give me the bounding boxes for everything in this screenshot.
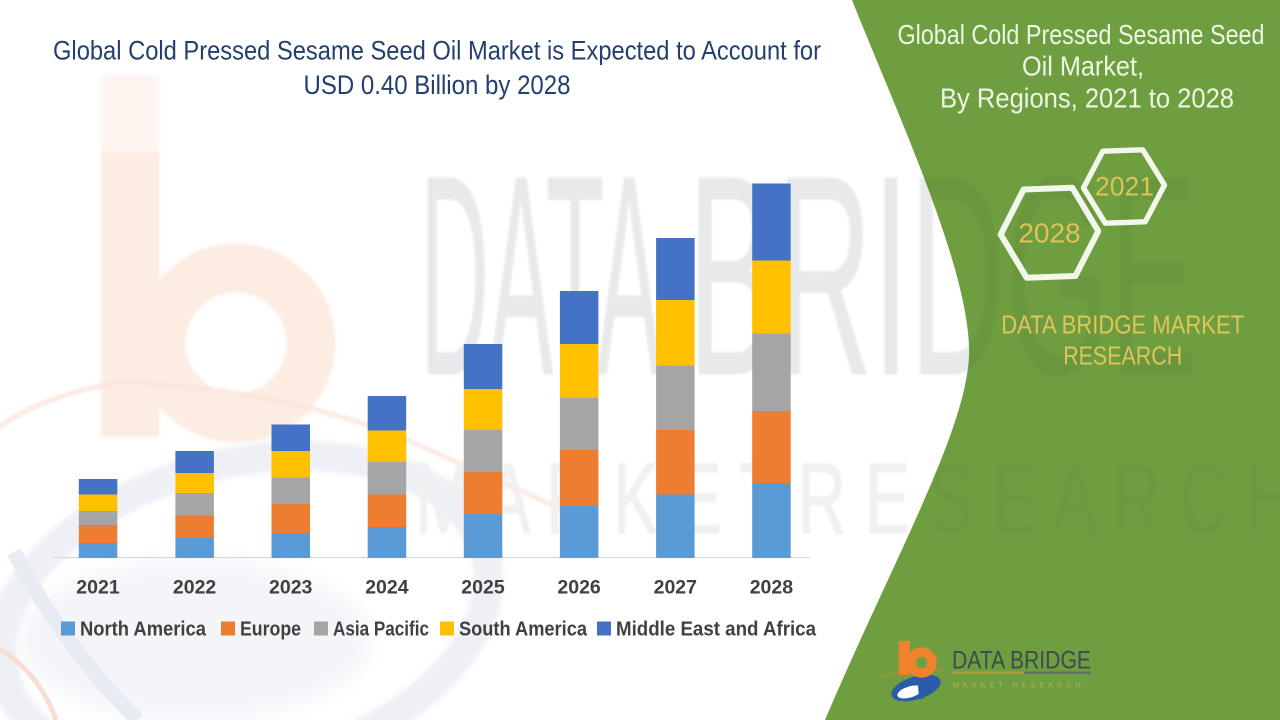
svg-text:MARKET RESEARCH: MARKET RESEARCH	[953, 681, 1085, 690]
svg-text:2025: 2025	[461, 577, 505, 599]
svg-text:South America: South America	[459, 619, 588, 641]
svg-text:2026: 2026	[557, 577, 601, 599]
svg-text:2021: 2021	[76, 577, 120, 599]
svg-text:2027: 2027	[654, 577, 697, 599]
svg-text:2021: 2021	[1095, 172, 1154, 202]
svg-text:2024: 2024	[365, 577, 409, 599]
svg-text:DATA BRIDGE: DATA BRIDGE	[952, 647, 1091, 675]
svg-text:Global Cold Pressed Sesame See: Global Cold Pressed Sesame Seed	[898, 19, 1265, 50]
svg-text:Global Cold Pressed Sesame See: Global Cold Pressed Sesame Seed Oil Mark…	[53, 36, 821, 66]
svg-text:RESEARCH: RESEARCH	[1063, 341, 1182, 371]
svg-text:Asia Pacific: Asia Pacific	[333, 619, 429, 641]
svg-text:Middle East and Africa: Middle East and Africa	[616, 619, 817, 641]
svg-text:Europe: Europe	[240, 619, 301, 641]
svg-text:DATA BRIDGE MARKET: DATA BRIDGE MARKET	[1001, 310, 1244, 340]
svg-text:Oil Market,: Oil Market,	[1022, 51, 1144, 82]
svg-text:DATA: DATA	[420, 117, 661, 435]
svg-text:By Regions, 2021 to 2028: By Regions, 2021 to 2028	[940, 83, 1234, 114]
svg-text:2023: 2023	[269, 577, 313, 599]
svg-text:USD 0.40 Billion by 2028: USD 0.40 Billion by 2028	[304, 70, 571, 100]
svg-text:2022: 2022	[173, 577, 217, 599]
svg-text:2028: 2028	[1018, 218, 1080, 249]
svg-text:2028: 2028	[750, 577, 794, 599]
svg-text:North America: North America	[80, 619, 207, 641]
